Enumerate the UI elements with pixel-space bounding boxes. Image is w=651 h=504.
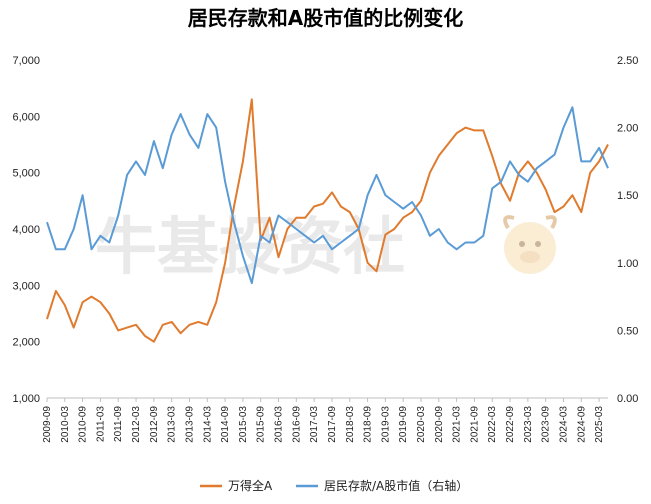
y-left-tick-label: 4,000 bbox=[12, 224, 40, 236]
x-tick-label: 2024-09 bbox=[576, 406, 587, 443]
legend-label-ratio: 居民存款/A股市值（右轴） bbox=[324, 478, 468, 493]
x-tick-label: 2010-03 bbox=[60, 406, 71, 443]
x-tick-label: 2013-03 bbox=[167, 406, 178, 443]
x-tick-label: 2014-09 bbox=[220, 406, 231, 443]
y-right-tick-label: 2.00 bbox=[617, 123, 638, 135]
x-tick-label: 2023-09 bbox=[541, 406, 552, 443]
x-tick-label: 2017-03 bbox=[309, 406, 320, 443]
x-tick-label: 2013-09 bbox=[184, 406, 195, 443]
x-tick-label: 2012-03 bbox=[131, 406, 142, 443]
x-tick-label: 2010-09 bbox=[78, 406, 89, 443]
y-right-tick-label: 2.50 bbox=[617, 55, 638, 67]
x-axis: 2009-09 2010-03 2010-09 2011-03 2011-09 2012-… bbox=[42, 398, 605, 443]
x-tick-label: 2020-03 bbox=[416, 406, 427, 443]
y-left-tick-label: 5,000 bbox=[12, 168, 40, 180]
y-right-tick-label: 0.00 bbox=[617, 393, 638, 405]
chart-title: 居民存款和A股市值的比例变化 bbox=[188, 6, 463, 30]
x-tick-label: 2011-03 bbox=[95, 406, 106, 442]
y-left-tick-label: 2,000 bbox=[12, 337, 40, 349]
x-tick-label: 2021-03 bbox=[452, 406, 463, 443]
series-lines bbox=[46, 98, 609, 343]
x-tick-label: 2022-09 bbox=[505, 406, 516, 443]
legend: 万得全A 居民存款/A股市值（右轴） bbox=[200, 478, 468, 493]
series-line-wande-quan-a bbox=[46, 98, 609, 343]
x-tick-label: 2016-03 bbox=[274, 406, 285, 443]
x-tick-label: 2019-03 bbox=[380, 406, 391, 443]
y-left-axis: 1,000 2,000 3,000 4,000 5,000 6,000 7,000 bbox=[12, 55, 40, 405]
y-left-tick-label: 3,000 bbox=[12, 280, 40, 292]
y-left-tick-label: 1,000 bbox=[12, 393, 40, 405]
y-left-tick-label: 7,000 bbox=[12, 55, 40, 67]
x-tick-label: 2019-09 bbox=[398, 406, 409, 443]
x-tick-label: 2020-09 bbox=[434, 406, 445, 443]
x-tick-label: 2018-03 bbox=[345, 406, 356, 443]
x-tick-label: 2018-09 bbox=[363, 406, 374, 443]
legend-label-wande: 万得全A bbox=[228, 478, 273, 493]
watermark-text: 牛基投资社 bbox=[95, 210, 405, 283]
x-tick-label: 2024-03 bbox=[558, 406, 569, 443]
x-tick-label: 2015-09 bbox=[256, 406, 267, 443]
y-right-tick-label: 1.50 bbox=[617, 190, 638, 202]
x-tick-label: 2012-09 bbox=[149, 406, 160, 443]
x-tick-label: 2017-09 bbox=[327, 406, 338, 443]
x-tick-label: 2025-03 bbox=[594, 406, 605, 443]
x-tick-label: 2016-09 bbox=[291, 406, 302, 443]
mascot-logo bbox=[503, 215, 557, 274]
y-right-tick-label: 1.00 bbox=[617, 258, 638, 270]
x-tick-label: 2022-03 bbox=[487, 406, 498, 443]
x-tick-label: 2021-09 bbox=[469, 406, 480, 443]
y-right-axis: 0.00 0.50 1.00 1.50 2.00 2.50 bbox=[617, 55, 638, 405]
x-tick-label: 2023-03 bbox=[523, 406, 534, 443]
y-right-tick-label: 0.50 bbox=[617, 325, 638, 337]
watermark: 牛基投资社 bbox=[95, 210, 557, 283]
x-tick-label: 2009-09 bbox=[42, 406, 53, 443]
x-tick-label: 2011-09 bbox=[113, 406, 124, 442]
x-tick-label: 2015-03 bbox=[238, 406, 249, 443]
series-line-deposit-ratio bbox=[46, 106, 609, 285]
x-tick-label: 2014-03 bbox=[202, 406, 213, 443]
y-left-tick-label: 6,000 bbox=[12, 111, 40, 123]
